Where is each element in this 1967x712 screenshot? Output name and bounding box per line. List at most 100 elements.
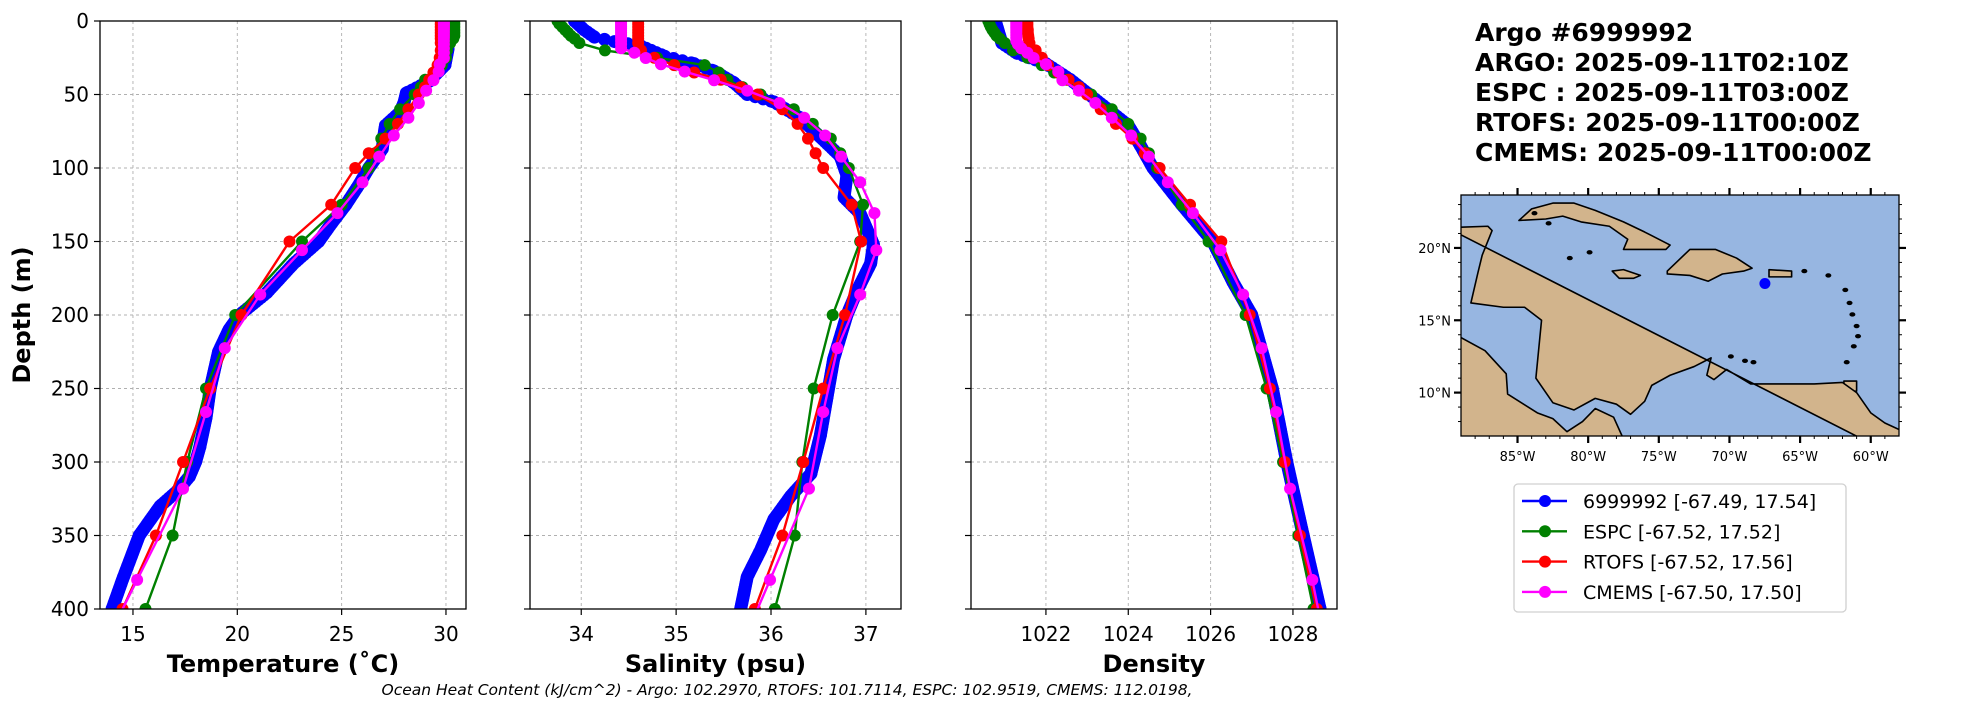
puerto-rico-land [1768, 268, 1793, 278]
island [1853, 323, 1860, 329]
espc-marker [394, 103, 407, 116]
profile-panels: 15 20 25 30050100150200250300350400Temperat… [51, 9, 1340, 694]
rtofs-marker [802, 132, 815, 145]
cmems-marker [331, 207, 344, 220]
x-tick-label: 1028 [1267, 622, 1318, 646]
espc-marker [166, 529, 179, 542]
cmems-marker [1039, 58, 1052, 71]
x-tick-label: 36 [758, 622, 783, 646]
legend-item-espc: ESPC [-67.52, 17.52] [1522, 521, 1780, 543]
cmems-marker [218, 342, 231, 355]
legend-item-cmems: CMEMS [-67.50, 17.50] [1522, 582, 1802, 604]
cmems-marker [835, 150, 848, 163]
rtofs-marker [776, 529, 789, 542]
cmems-marker [427, 74, 440, 87]
cmems-marker [817, 406, 830, 419]
cmems-marker [831, 342, 844, 355]
rtofs-marker [817, 382, 830, 395]
legend-label: 6999992 [-67.49, 17.54] [1583, 491, 1816, 513]
cmems-marker [868, 207, 881, 220]
cmems-marker [708, 74, 721, 87]
cmems-marker [870, 244, 883, 257]
cmems-marker [1027, 52, 1040, 65]
legend-marker [1539, 525, 1551, 538]
cmems-marker [798, 111, 811, 124]
rtofs-marker [839, 309, 852, 321]
cmems-marker [356, 176, 369, 189]
argo-marker [597, 32, 611, 46]
rtofs-marker [817, 162, 830, 174]
rtofs-marker [325, 198, 338, 211]
espc-marker [1105, 103, 1118, 116]
depth-axis-label: Depth (m) [8, 246, 36, 383]
title-rtofs-time: RTOFS: 2025-09-11T00:00Z [1475, 108, 1860, 137]
hispaniola-land [1666, 248, 1753, 283]
legend-marker [1539, 555, 1551, 568]
espc-marker [998, 37, 1011, 50]
x-tick-label: 1026 [1185, 622, 1236, 646]
cmems-marker [420, 84, 433, 97]
cmems-marker [295, 244, 308, 257]
espc-marker [807, 382, 820, 395]
salinity-panel: 34 35 36 37 Salinity (psu) [524, 20, 902, 678]
argo-marker [588, 30, 602, 44]
cmems-marker [402, 111, 415, 124]
legend: 6999992 [-67.49, 17.54] ESPC [-67.52, 17.… [1513, 483, 1847, 613]
espc-marker [788, 529, 801, 542]
density-axis-label: Density [1103, 650, 1206, 678]
map-lat-label: 20°N [1418, 242, 1451, 257]
location-map: 85°W 80°W 75°W 70°W 65°W 60°W 10°N 15°N 20°N [1418, 188, 1906, 465]
island [1855, 333, 1862, 339]
x-tick-label: 1024 [1103, 622, 1154, 646]
cmems-marker [1214, 244, 1227, 257]
rtofs-marker [845, 198, 858, 211]
legend-item-argo: 6999992 [-67.49, 17.54] [1522, 491, 1816, 513]
legend-marker [1539, 495, 1551, 507]
cmems-marker [854, 288, 867, 301]
y-tick-label: 300 [51, 450, 89, 474]
rtofs-marker [362, 147, 375, 160]
espc-marker [362, 162, 375, 174]
rtofs-marker [177, 456, 190, 468]
cmems-marker [1270, 406, 1283, 419]
temperature-axes-frame [99, 20, 467, 610]
x-tick-label: 15 [120, 622, 145, 646]
density-series [982, 21, 1340, 694]
density-axes-frame [970, 20, 1338, 610]
temperature-axis-label: Temperature (˚C) [167, 650, 400, 678]
y-tick-label: 400 [51, 597, 89, 621]
legend-box [1513, 483, 1847, 613]
x-tick-label: 34 [569, 622, 594, 646]
cmems-marker [1125, 129, 1138, 142]
title-espc-time: ESPC : 2025-09-11T03:00Z [1475, 78, 1849, 107]
y-tick-label: 250 [51, 377, 89, 401]
espc-marker [1122, 117, 1135, 130]
cmems-marker [628, 46, 641, 59]
x-tick-label: 20 [225, 622, 250, 646]
cmems-marker [1072, 84, 1085, 97]
map-frame [1460, 194, 1900, 437]
temperature-panel: 15 20 25 30050100150200250300350400Temperat… [51, 9, 467, 694]
espc-marker [857, 198, 870, 211]
legend-item-rtofs: RTOFS [-67.52, 17.56] [1522, 552, 1793, 574]
salinity-axis-label: Salinity (psu) [625, 650, 806, 678]
cmems-marker [412, 97, 425, 110]
island [1825, 273, 1832, 278]
cmems-marker [741, 84, 754, 97]
legend-label: CMEMS [-67.50, 17.50] [1583, 582, 1802, 604]
x-tick-label: 30 [433, 622, 458, 646]
cmems-marker [854, 176, 867, 189]
rtofs-marker [283, 235, 296, 248]
cmems-marker [77, 682, 89, 694]
x-tick-label: 25 [329, 622, 354, 646]
cmems-marker [131, 573, 144, 586]
rtofs-marker [1215, 235, 1228, 248]
salinity-axes-frame [529, 20, 902, 610]
cmems-marker [432, 65, 445, 78]
cmems-marker [1237, 288, 1250, 301]
title-cmems-time: CMEMS: 2025-09-11T00:00Z [1475, 138, 1872, 167]
cmems-marker [615, 42, 628, 55]
cmems-marker [1328, 682, 1340, 694]
island [1566, 255, 1573, 261]
